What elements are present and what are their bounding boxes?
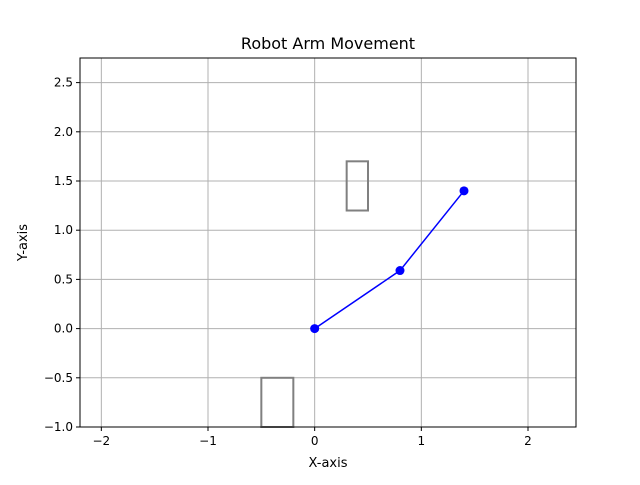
x-tick-label: −1 (199, 434, 217, 448)
joint-marker (459, 186, 469, 196)
joint-marker (310, 324, 320, 334)
y-tick-label: −0.5 (44, 371, 73, 385)
y-tick-label: 0.5 (54, 272, 73, 286)
x-tick-label: 1 (418, 434, 426, 448)
x-tick-label: −2 (92, 434, 110, 448)
y-tick-label: 1.0 (54, 223, 73, 237)
joint-marker (395, 266, 405, 276)
x-tick-label: 2 (524, 434, 532, 448)
y-ticks: −1.0 −0.5 0.0 0.5 1.0 1.5 2.0 2.5 (44, 76, 80, 434)
obstacle-rectangle (345, 160, 369, 212)
y-tick-label: 2.5 (54, 76, 73, 90)
series (310, 186, 469, 334)
y-axis-label: Y-axis (16, 224, 31, 262)
plot-frame (79, 57, 577, 428)
y-tick-label: −1.0 (44, 420, 73, 434)
plot-background (80, 58, 576, 427)
y-tick-label: 1.5 (54, 174, 73, 188)
x-tick-label: 0 (311, 434, 319, 448)
chart-title: Robot Arm Movement (241, 34, 415, 53)
x-axis-label: X-axis (309, 456, 348, 471)
y-tick-label: 2.0 (54, 125, 73, 139)
y-tick-label: 0.0 (54, 322, 73, 336)
x-ticks: −2 −1 0 1 2 (92, 427, 532, 448)
